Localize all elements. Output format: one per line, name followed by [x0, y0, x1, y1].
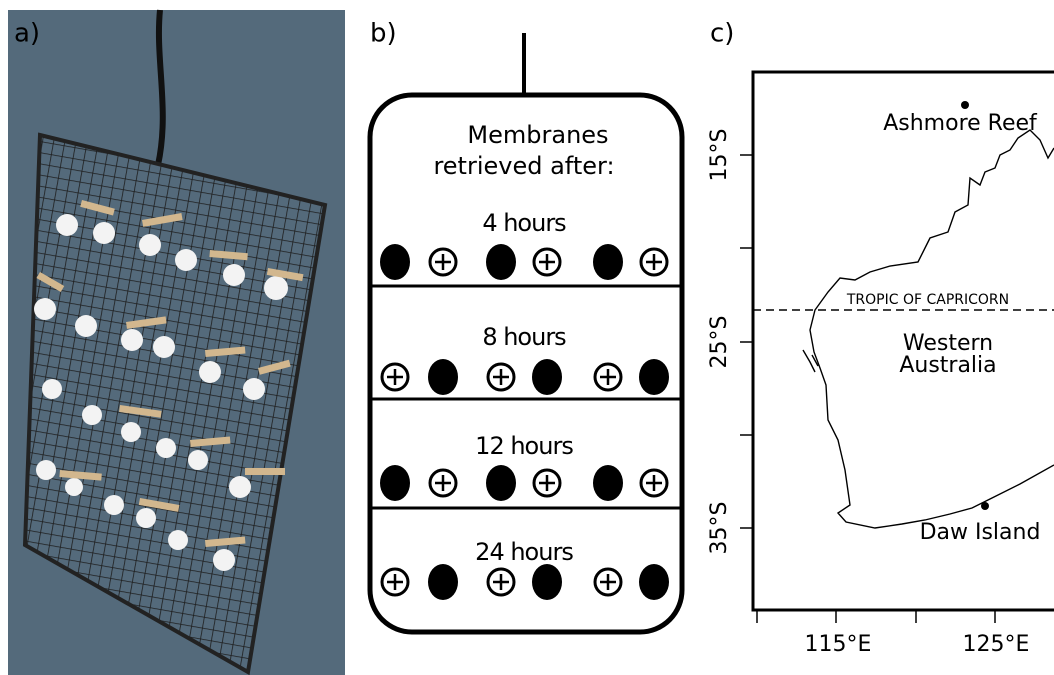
panel-label: b)	[370, 19, 397, 49]
axis-ticks	[740, 155, 995, 623]
site	[961, 101, 969, 109]
place-label: Ashmore Reef	[883, 111, 1038, 136]
membrane-filled	[532, 564, 562, 600]
membrane-filled	[532, 359, 562, 395]
lat-label: 15°S	[707, 129, 732, 182]
title-line: Membranes	[467, 121, 608, 149]
site	[981, 502, 989, 510]
row-label: 12 hours	[475, 432, 573, 460]
map-panel: c) 15°S 25°S 35°S 115°E 125°E TROPIC OF …	[707, 19, 1054, 658]
title-line: retrieved after:	[433, 152, 614, 180]
diagram-panel: b) Membranes retrieved after: 4 hours 8 h…	[370, 19, 682, 633]
lat-label: 35°S	[707, 502, 732, 555]
membrane-filled	[380, 244, 410, 280]
membrane-filled	[593, 465, 623, 501]
membrane-filled	[639, 564, 669, 600]
membrane-filled	[486, 465, 516, 501]
panel-label: a)	[14, 19, 40, 49]
membrane-filled	[593, 244, 623, 280]
membrane-filled	[380, 465, 410, 501]
membrane-filled	[428, 564, 458, 600]
map-content: TROPIC OF CAPRICORN Ashmore Reef Daw Isl…	[753, 101, 1054, 545]
membrane-filled	[486, 244, 516, 280]
coastline	[810, 130, 1054, 528]
figure: a) b) Membranes retrieved after: 4 hours…	[0, 0, 1054, 675]
lon-label: 115°E	[805, 632, 872, 657]
membrane-filled	[428, 359, 458, 395]
region-label: Australia	[899, 353, 996, 378]
rope	[158, 10, 163, 165]
row-label: 24 hours	[475, 538, 573, 566]
photo-panel: a)	[8, 10, 345, 675]
membrane-filled	[639, 359, 669, 395]
tropic-label: TROPIC OF CAPRICORN	[846, 292, 1009, 308]
panel-label: c)	[710, 19, 734, 49]
island	[803, 350, 818, 372]
lon-label: 125°E	[963, 632, 1030, 657]
row-label: 8 hours	[482, 323, 566, 351]
row-label: 4 hours	[482, 209, 566, 237]
lat-label: 25°S	[707, 316, 732, 369]
place-label: Daw Island	[920, 520, 1041, 545]
